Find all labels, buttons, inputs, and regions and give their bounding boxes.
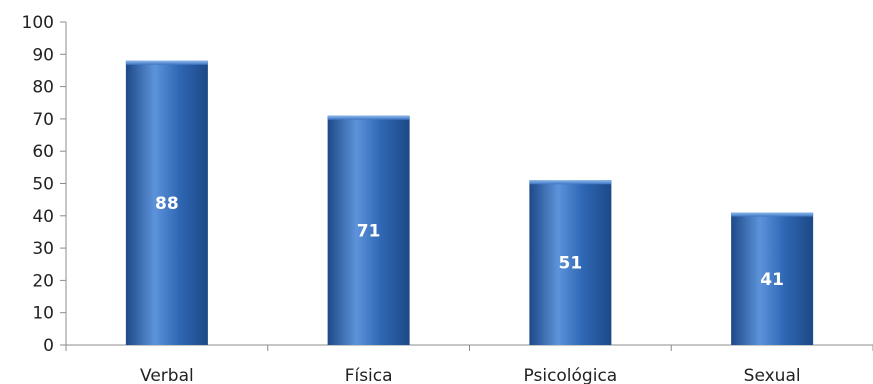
y-tick-label: 40: [32, 207, 54, 227]
bar: [731, 212, 814, 345]
y-tick-label: 10: [32, 304, 54, 324]
bar: [125, 60, 208, 345]
category-label: Física: [345, 366, 393, 384]
bar-top: [327, 115, 410, 120]
x-axis: Verbal Física Psicológica Sexual: [65, 344, 873, 384]
data-labels: 88 71 51 41: [155, 194, 784, 290]
category-label: Psicológica: [524, 366, 618, 384]
y-tick-label: 80: [32, 78, 54, 98]
y-tick-label: 90: [32, 45, 54, 65]
data-label: 88: [155, 194, 179, 214]
category-label: Verbal: [140, 366, 194, 384]
data-label: 71: [357, 221, 381, 241]
y-tick-label: 70: [32, 110, 54, 130]
bars: [125, 60, 814, 345]
bar-top: [125, 60, 208, 65]
y-tick-label: 100: [22, 13, 54, 33]
bar: [327, 115, 410, 345]
data-label: 51: [559, 254, 583, 274]
data-label: 41: [760, 270, 784, 290]
y-tick-label: 30: [32, 239, 54, 259]
y-tick-label: 60: [32, 142, 54, 162]
y-axis: 0 10 20 30 40 50 60 70 80 90 100: [22, 13, 67, 356]
bar-top: [529, 180, 612, 185]
y-tick-label: 20: [32, 271, 54, 291]
bar-top: [731, 212, 814, 217]
y-tick-label: 0: [43, 336, 54, 356]
category-label: Sexual: [744, 366, 801, 384]
y-tick-label: 50: [32, 175, 54, 195]
bar: [529, 180, 612, 345]
